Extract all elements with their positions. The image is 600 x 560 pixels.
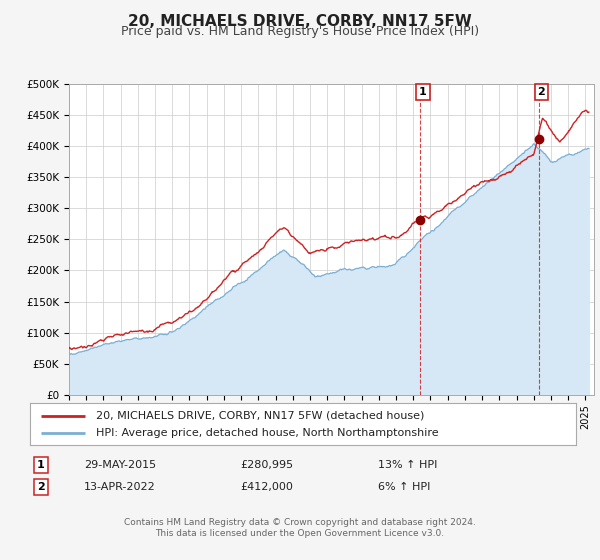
Text: Contains HM Land Registry data © Crown copyright and database right 2024.: Contains HM Land Registry data © Crown c… bbox=[124, 518, 476, 527]
Text: 2: 2 bbox=[37, 482, 44, 492]
Text: This data is licensed under the Open Government Licence v3.0.: This data is licensed under the Open Gov… bbox=[155, 529, 445, 538]
Text: 1: 1 bbox=[419, 87, 427, 97]
Text: 20, MICHAELS DRIVE, CORBY, NN17 5FW: 20, MICHAELS DRIVE, CORBY, NN17 5FW bbox=[128, 14, 472, 29]
Text: £280,995: £280,995 bbox=[240, 460, 293, 470]
Text: 6% ↑ HPI: 6% ↑ HPI bbox=[378, 482, 430, 492]
Text: HPI: Average price, detached house, North Northamptonshire: HPI: Average price, detached house, Nort… bbox=[95, 428, 438, 438]
Text: 13-APR-2022: 13-APR-2022 bbox=[84, 482, 156, 492]
Text: 1: 1 bbox=[37, 460, 44, 470]
Text: 2: 2 bbox=[537, 87, 545, 97]
Text: 20, MICHAELS DRIVE, CORBY, NN17 5FW (detached house): 20, MICHAELS DRIVE, CORBY, NN17 5FW (det… bbox=[95, 411, 424, 421]
Text: 13% ↑ HPI: 13% ↑ HPI bbox=[378, 460, 437, 470]
Text: Price paid vs. HM Land Registry's House Price Index (HPI): Price paid vs. HM Land Registry's House … bbox=[121, 25, 479, 38]
Text: 29-MAY-2015: 29-MAY-2015 bbox=[84, 460, 156, 470]
Text: £412,000: £412,000 bbox=[240, 482, 293, 492]
